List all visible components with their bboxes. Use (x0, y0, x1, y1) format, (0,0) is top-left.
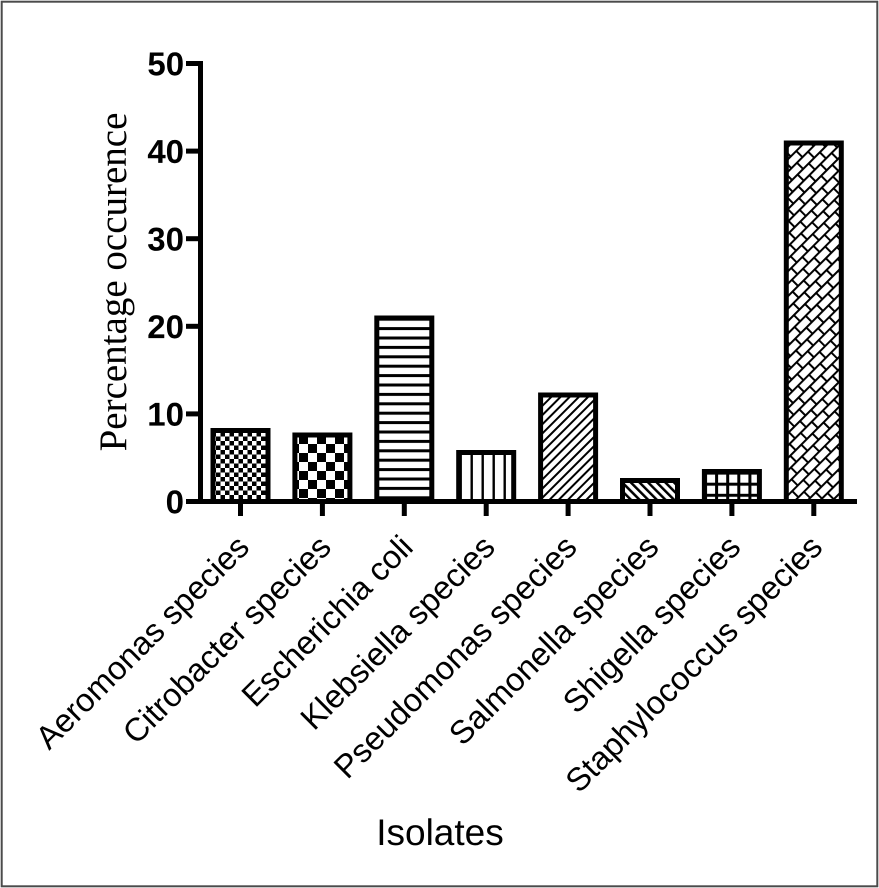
svg-text:30: 30 (147, 220, 184, 257)
svg-text:Percentage occurence: Percentage occurence (92, 113, 135, 452)
svg-text:20: 20 (147, 308, 184, 345)
svg-text:Isolates: Isolates (376, 812, 504, 853)
svg-text:0: 0 (166, 483, 184, 520)
svg-text:10: 10 (147, 396, 184, 433)
svg-text:50: 50 (147, 45, 184, 82)
svg-text:40: 40 (147, 133, 184, 170)
